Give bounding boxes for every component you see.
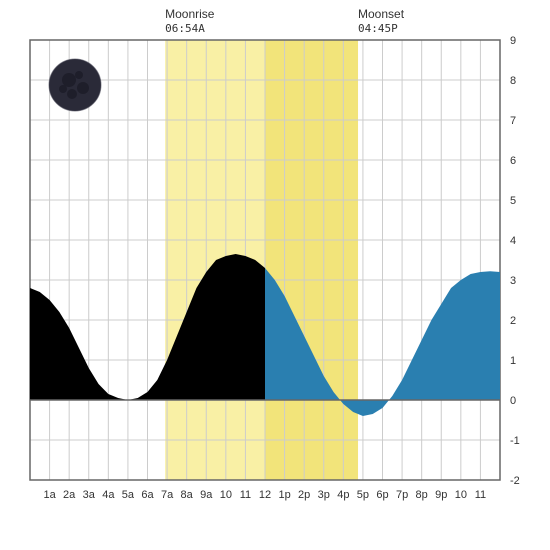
x-tick-label: 5p xyxy=(357,489,369,501)
x-tick-label: 4p xyxy=(337,489,349,501)
moonrise-label: Moonrise xyxy=(165,7,215,21)
tide-chart: 1a2a3a4a5a6a7a8a9a1011121p2p3p4p5p6p7p8p… xyxy=(0,0,550,550)
y-tick-label: 1 xyxy=(510,355,516,367)
x-tick-label: 3a xyxy=(83,489,96,501)
x-tick-label: 8a xyxy=(181,489,194,501)
y-tick-label: -1 xyxy=(510,435,520,447)
chart-svg: 1a2a3a4a5a6a7a8a9a1011121p2p3p4p5p6p7p8p… xyxy=(0,0,550,550)
y-tick-label: 8 xyxy=(510,75,516,87)
x-tick-label: 11 xyxy=(240,489,251,501)
y-tick-label: 4 xyxy=(510,235,516,247)
moonset-time: 04:45P xyxy=(358,22,398,35)
moonset-label: Moonset xyxy=(358,7,405,21)
x-tick-label: 11 xyxy=(475,489,486,501)
x-tick-label: 9a xyxy=(200,489,213,501)
x-tick-label: 10 xyxy=(455,489,467,501)
x-tick-label: 12 xyxy=(259,489,271,501)
x-tick-label: 1a xyxy=(43,489,56,501)
y-tick-label: 7 xyxy=(510,115,516,127)
y-tick-label: 5 xyxy=(510,195,516,207)
x-tick-label: 2a xyxy=(63,489,76,501)
moonrise-time: 06:54A xyxy=(165,22,205,35)
x-tick-label: 8p xyxy=(416,489,428,501)
x-tick-label: 6p xyxy=(376,489,388,501)
daylight-band-pm xyxy=(265,40,358,480)
y-tick-label: 3 xyxy=(510,275,516,287)
x-tick-label: 2p xyxy=(298,489,310,501)
y-tick-label: 0 xyxy=(510,395,516,407)
y-tick-label: 2 xyxy=(510,315,516,327)
y-tick-label: 9 xyxy=(510,35,516,47)
moon-icon xyxy=(49,59,101,111)
x-tick-label: 6a xyxy=(141,489,154,501)
x-tick-label: 1p xyxy=(278,489,290,501)
x-tick-label: 7a xyxy=(161,489,174,501)
x-tick-label: 7p xyxy=(396,489,408,501)
x-tick-label: 10 xyxy=(220,489,232,501)
x-tick-label: 5a xyxy=(122,489,135,501)
y-tick-label: -2 xyxy=(510,475,520,487)
y-tick-label: 6 xyxy=(510,155,516,167)
x-tick-label: 4a xyxy=(102,489,115,501)
x-tick-label: 9p xyxy=(435,489,447,501)
x-tick-label: 3p xyxy=(318,489,330,501)
